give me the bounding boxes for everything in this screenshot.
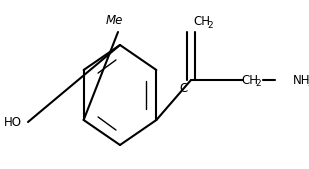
Text: CH: CH: [193, 15, 210, 28]
Text: Me: Me: [105, 14, 123, 27]
Text: C: C: [180, 82, 188, 95]
Text: NH: NH: [293, 74, 309, 87]
Text: HO: HO: [4, 115, 22, 128]
Text: 2: 2: [307, 79, 309, 89]
Text: 2: 2: [255, 79, 260, 89]
Text: 2: 2: [207, 21, 213, 30]
Text: CH: CH: [241, 74, 258, 87]
